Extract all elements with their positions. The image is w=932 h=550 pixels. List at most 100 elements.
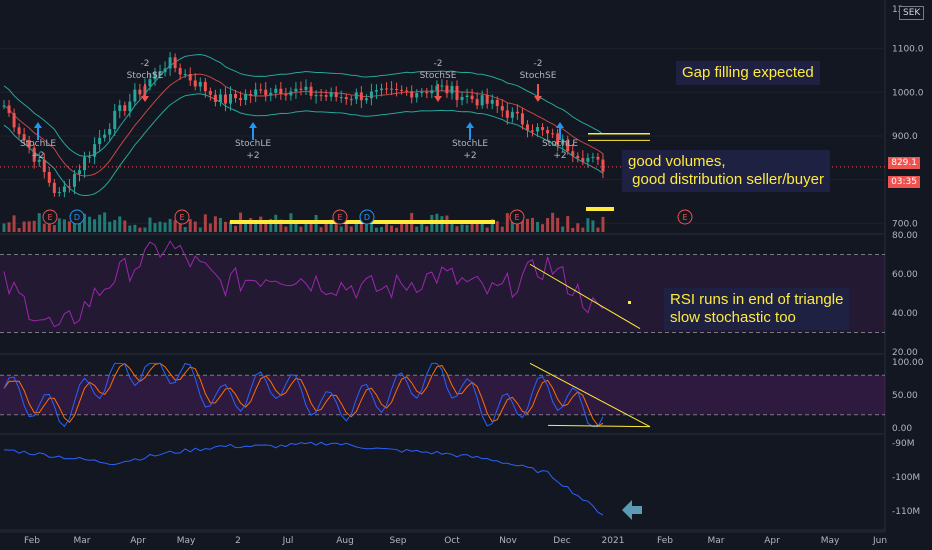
candle-body xyxy=(289,91,293,96)
rsi-tick-label: 80.00 xyxy=(892,231,918,241)
candle-body xyxy=(490,99,494,104)
candle-body xyxy=(198,81,202,87)
volume-bar xyxy=(304,224,308,232)
candle-body xyxy=(541,127,545,131)
volume-bar xyxy=(57,218,61,232)
volume-bar xyxy=(2,223,6,232)
time-tick-label: May xyxy=(177,536,196,546)
volume-bar xyxy=(118,216,122,232)
candle-body xyxy=(93,144,97,157)
currency-badge[interactable]: SEK xyxy=(899,6,925,20)
volume-bar xyxy=(37,213,41,232)
candle-body xyxy=(520,113,524,125)
volume-bar xyxy=(440,216,444,232)
volume-bar xyxy=(556,217,560,232)
volume-bar xyxy=(460,224,464,232)
event-marker xyxy=(42,209,58,225)
volume-bar xyxy=(223,221,227,232)
volume-bar xyxy=(193,221,197,232)
bollinger-lower xyxy=(3,93,604,197)
volume-bar xyxy=(183,227,187,232)
candle-body xyxy=(118,105,122,111)
stoch-tick-label: 0.00 xyxy=(892,424,912,434)
stoch-tick-label: 100.00 xyxy=(892,358,924,368)
candle-body xyxy=(203,81,207,92)
time-tick-label: Feb xyxy=(24,536,40,546)
volume-bar xyxy=(244,222,248,232)
volume-bar xyxy=(7,222,11,232)
volume-bar xyxy=(153,223,157,232)
candle-body xyxy=(27,140,31,148)
volume-bar xyxy=(576,223,580,232)
signal-label: StochLE xyxy=(20,139,56,149)
time-tick-label: 2021 xyxy=(602,536,625,546)
rsi-line xyxy=(3,240,604,328)
volume-bar xyxy=(566,216,570,232)
candle-body xyxy=(32,147,36,162)
candle-body xyxy=(2,105,6,107)
candle-body xyxy=(249,93,253,96)
volume-bar xyxy=(374,227,378,232)
time-tick-label: Apr xyxy=(130,536,146,546)
candle-body xyxy=(500,106,504,111)
volume-bar xyxy=(279,219,283,232)
candle-body xyxy=(531,130,534,132)
candle-body xyxy=(123,105,127,112)
volume-bar xyxy=(294,220,298,232)
signal-up-arrow xyxy=(249,122,257,140)
candle-body xyxy=(229,93,232,104)
signal-label: StochSE xyxy=(420,71,457,81)
signal-value: +2 xyxy=(463,151,476,161)
candle-body xyxy=(128,101,132,112)
volume-bar xyxy=(450,221,454,232)
signal-value: +2 xyxy=(31,151,44,161)
candle-body xyxy=(269,92,273,96)
volume-bar xyxy=(103,212,107,232)
candle-body xyxy=(556,133,560,145)
countdown-tag: 03:35 xyxy=(888,176,920,188)
stoch-band xyxy=(0,375,885,415)
rsi-tick-label: 60.00 xyxy=(892,270,918,280)
candle-body xyxy=(244,93,248,100)
candle-body xyxy=(88,156,92,158)
volume-bar xyxy=(259,216,263,232)
volume-bar xyxy=(400,222,404,232)
candle-body xyxy=(7,105,11,114)
volume-bar xyxy=(490,219,494,232)
candle-body xyxy=(450,85,454,94)
volume-bar xyxy=(203,214,207,232)
time-tick-label: Feb xyxy=(657,536,673,546)
volume-bar xyxy=(309,222,313,232)
candle-body xyxy=(329,92,333,97)
annotation-dot xyxy=(628,301,631,304)
volume-bar xyxy=(27,221,31,232)
candle-body xyxy=(465,95,469,97)
obv-arrow-annotation xyxy=(622,500,642,520)
candle-body xyxy=(239,98,243,100)
time-tick-label: Apr xyxy=(764,536,780,546)
candle-body xyxy=(349,99,353,101)
volume-bar xyxy=(591,220,595,232)
volume-bar xyxy=(551,212,555,232)
candle-body xyxy=(148,79,152,87)
event-marker-label: E xyxy=(682,213,687,222)
candle-body xyxy=(98,137,102,145)
price-tick-label: 700.0 xyxy=(892,219,918,229)
volume-bar xyxy=(108,221,112,232)
volume-bar xyxy=(339,226,343,232)
volume-bar xyxy=(208,223,212,232)
bollinger-upper xyxy=(3,53,604,157)
volume-bar xyxy=(269,218,273,232)
volume-bar xyxy=(500,226,504,232)
candle-body xyxy=(440,85,444,87)
time-tick-label: Jun xyxy=(872,536,887,546)
candle-body xyxy=(57,192,61,194)
candle-body xyxy=(410,91,414,98)
candle-body xyxy=(470,95,474,100)
volume-bar xyxy=(480,220,484,232)
volume-bar xyxy=(344,220,348,232)
candle-body xyxy=(62,186,66,193)
candle-body xyxy=(581,158,585,162)
candle-body xyxy=(12,113,16,128)
